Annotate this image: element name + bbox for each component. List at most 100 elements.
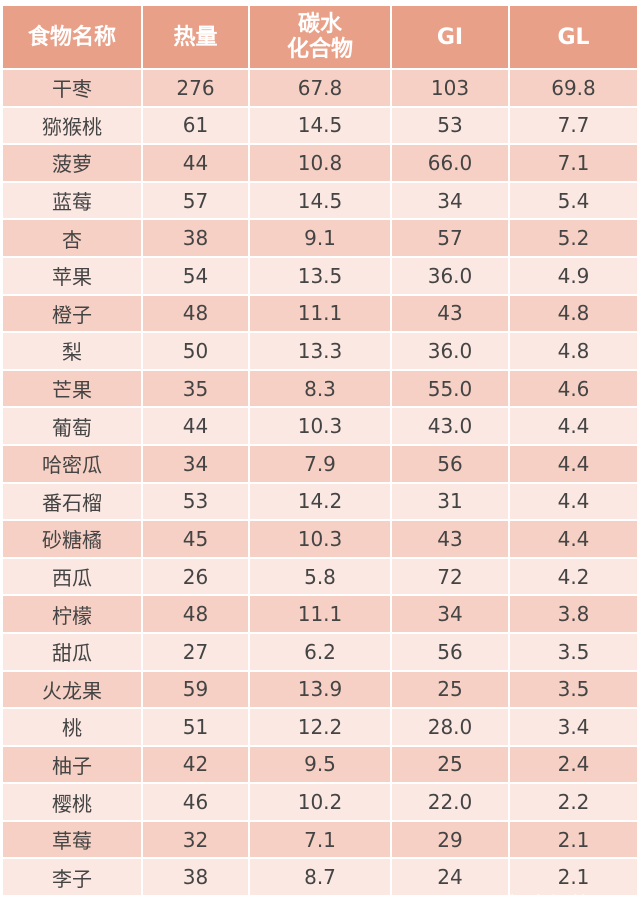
cell-calories: 44 — [143, 408, 250, 446]
cell-gl: 7.1 — [510, 145, 637, 183]
cell-gi: 34 — [392, 596, 510, 634]
table-row: 芒果 35 8.3 55.0 4.6 — [3, 370, 637, 409]
cell-gl: 3.8 — [510, 596, 637, 634]
table-row: 柠檬 48 11.1 34 3.8 — [3, 596, 637, 634]
header-gi: GI — [392, 6, 510, 70]
cell-gi: 36.0 — [392, 257, 510, 296]
header-row: 食物名称 热量 碳水 化合物 GI GL — [3, 6, 637, 70]
food-gi-table: 食物名称 热量 碳水 化合物 GI GL 干枣 276 67.8 103 69.8 猕猴桃… — [3, 6, 637, 898]
cell-gl: 4.8 — [510, 295, 637, 334]
cell-food-name: 橙子 — [3, 295, 143, 334]
cell-calories: 54 — [143, 257, 250, 296]
cell-gl: 4.6 — [510, 370, 637, 409]
cell-calories: 48 — [143, 596, 250, 634]
cell-gi: 72 — [392, 558, 510, 597]
cell-food-name: 火龙果 — [3, 671, 143, 710]
cell-calories: 38 — [143, 859, 250, 898]
cell-food-name: 草莓 — [3, 821, 143, 860]
cell-calories: 51 — [143, 709, 250, 747]
cell-carbs: 11.1 — [250, 295, 392, 334]
header-carbs: 碳水 化合物 — [250, 6, 392, 70]
cell-gi: 55.0 — [392, 370, 510, 409]
table-row: 李子 38 8.7 24 2.1 — [3, 859, 637, 898]
cell-gi: 25 — [392, 746, 510, 785]
cell-gi: 29 — [392, 821, 510, 860]
cell-gl: 3.5 — [510, 633, 637, 672]
cell-gl: 4.4 — [510, 521, 637, 559]
cell-food-name: 砂糖橘 — [3, 521, 143, 559]
cell-calories: 53 — [143, 483, 250, 522]
cell-gl: 4.2 — [510, 558, 637, 597]
cell-calories: 57 — [143, 182, 250, 221]
cell-calories: 34 — [143, 445, 250, 484]
cell-gl: 69.8 — [510, 70, 637, 108]
watermark: 悟空问答 — [508, 888, 592, 917]
cell-gi: 22.0 — [392, 784, 510, 822]
cell-gi: 31 — [392, 483, 510, 522]
cell-gi: 24 — [392, 859, 510, 898]
cell-carbs: 12.2 — [250, 709, 392, 747]
cell-carbs: 11.1 — [250, 596, 392, 634]
header-calories: 热量 — [143, 6, 250, 70]
cell-gl: 4.4 — [510, 408, 637, 446]
cell-gi: 43 — [392, 521, 510, 559]
cell-carbs: 10.3 — [250, 408, 392, 446]
table-row: 猕猴桃 61 14.5 53 7.7 — [3, 107, 637, 146]
cell-carbs: 10.3 — [250, 521, 392, 559]
cell-gl: 2.4 — [510, 746, 637, 785]
cell-calories: 45 — [143, 521, 250, 559]
cell-gi: 56 — [392, 633, 510, 672]
cell-food-name: 柠檬 — [3, 596, 143, 634]
cell-calories: 46 — [143, 784, 250, 822]
cell-calories: 38 — [143, 220, 250, 258]
cell-gi: 53 — [392, 107, 510, 146]
cell-carbs: 13.3 — [250, 333, 392, 371]
cell-food-name: 杏 — [3, 220, 143, 258]
cell-gl: 4.4 — [510, 445, 637, 484]
table-row: 砂糖橘 45 10.3 43 4.4 — [3, 521, 637, 559]
cell-gi: 43.0 — [392, 408, 510, 446]
cell-gl: 4.4 — [510, 483, 637, 522]
cell-carbs: 9.1 — [250, 220, 392, 258]
cell-carbs: 14.5 — [250, 182, 392, 221]
table-row: 梨 50 13.3 36.0 4.8 — [3, 333, 637, 371]
cell-food-name: 蓝莓 — [3, 182, 143, 221]
cell-gl: 3.5 — [510, 671, 637, 710]
cell-gi: 66.0 — [392, 145, 510, 183]
table-row: 蓝莓 57 14.5 34 5.4 — [3, 182, 637, 221]
table-row: 杏 38 9.1 57 5.2 — [3, 220, 637, 258]
cell-calories: 32 — [143, 821, 250, 860]
table-row: 苹果 54 13.5 36.0 4.9 — [3, 257, 637, 296]
cell-calories: 42 — [143, 746, 250, 785]
table-row: 火龙果 59 13.9 25 3.5 — [3, 671, 637, 710]
cell-food-name: 菠萝 — [3, 145, 143, 183]
table-row: 干枣 276 67.8 103 69.8 — [3, 70, 637, 108]
cell-gl: 2.2 — [510, 784, 637, 822]
cell-gl: 2.1 — [510, 859, 637, 898]
cell-gl: 5.2 — [510, 220, 637, 258]
cell-food-name: 李子 — [3, 859, 143, 898]
cell-food-name: 柚子 — [3, 746, 143, 785]
table-row: 柚子 42 9.5 25 2.4 — [3, 746, 637, 785]
cell-carbs: 13.5 — [250, 257, 392, 296]
cell-food-name: 甜瓜 — [3, 633, 143, 672]
cell-calories: 48 — [143, 295, 250, 334]
cell-food-name: 干枣 — [3, 70, 143, 108]
cell-carbs: 6.2 — [250, 633, 392, 672]
table-row: 西瓜 26 5.8 72 4.2 — [3, 558, 637, 597]
cell-carbs: 14.5 — [250, 107, 392, 146]
cell-gl: 3.4 — [510, 709, 637, 747]
cell-gi: 36.0 — [392, 333, 510, 371]
cell-carbs: 8.7 — [250, 859, 392, 898]
cell-gi: 103 — [392, 70, 510, 108]
cell-calories: 61 — [143, 107, 250, 146]
table-row: 桃 51 12.2 28.0 3.4 — [3, 709, 637, 747]
cell-food-name: 芒果 — [3, 370, 143, 409]
cell-food-name: 梨 — [3, 333, 143, 371]
cell-food-name: 葡萄 — [3, 408, 143, 446]
cell-gl: 4.8 — [510, 333, 637, 371]
table-row: 番石榴 53 14.2 31 4.4 — [3, 483, 637, 522]
cell-food-name: 西瓜 — [3, 558, 143, 597]
cell-carbs: 9.5 — [250, 746, 392, 785]
cell-food-name: 番石榴 — [3, 483, 143, 522]
